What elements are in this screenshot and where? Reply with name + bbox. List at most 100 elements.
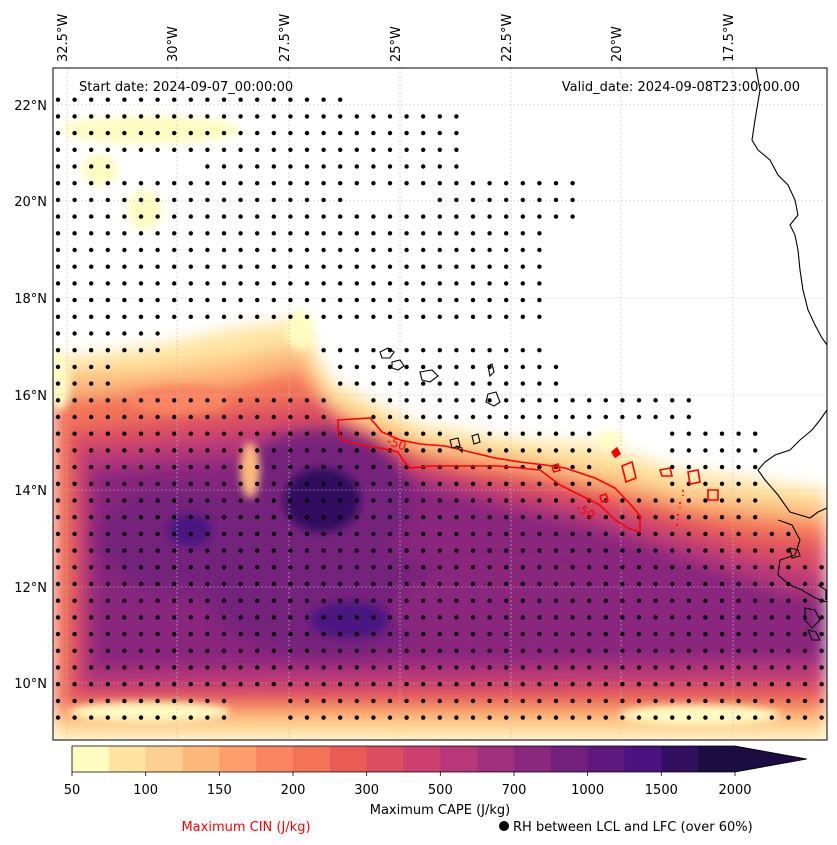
rh-dot: [603, 715, 608, 720]
rh-dot: [653, 631, 658, 637]
rh-dot: [238, 414, 243, 420]
rh-dot: [221, 698, 227, 704]
rh-dot: [620, 615, 625, 620]
rh-dot: [271, 464, 276, 470]
rh-dot: [454, 414, 459, 420]
colorbar-outline: [71, 745, 808, 773]
rh-dot: [221, 181, 227, 186]
rh-dot: [72, 682, 77, 687]
rh-dot: [504, 615, 509, 620]
rh-dot: [387, 648, 393, 653]
rh-dot: [670, 565, 675, 570]
rh-dot: [55, 598, 61, 603]
rh-dot: [122, 648, 127, 653]
rh-dot: [753, 481, 758, 486]
rh-dot: [238, 598, 243, 603]
rh-dot: [155, 264, 160, 269]
rh-dot: [387, 515, 393, 520]
rh-dot: [271, 314, 276, 319]
rh-dot: [553, 214, 559, 219]
rh-dot: [221, 682, 227, 687]
rh-dot: [520, 665, 525, 670]
rh-dot: [487, 431, 492, 436]
rh-dot: [421, 648, 426, 653]
rh-dot: [255, 598, 260, 603]
rh-dot: [354, 130, 359, 136]
map-frame: [52, 67, 828, 741]
rh-dot: [238, 97, 243, 102]
rh-dot: [122, 548, 127, 553]
rh-dot: [387, 414, 393, 420]
rh-dot: [155, 181, 160, 186]
rh-dot: [138, 147, 144, 152]
rh-dot: [404, 698, 409, 704]
rh-dot: [570, 515, 575, 520]
rh-dot: [670, 581, 675, 587]
rh-dot: [553, 515, 559, 520]
rh-dot: [138, 114, 144, 119]
rh-dot: [371, 181, 376, 186]
rh-dot: [387, 565, 393, 570]
rh-dot: [786, 665, 791, 670]
rh-dot: [105, 414, 111, 420]
rh-dot: [55, 682, 61, 687]
rh-dot: [255, 682, 260, 687]
rh-dot: [520, 214, 525, 219]
rh-dot: [537, 364, 542, 370]
rh-dot: [504, 531, 509, 537]
rh-dot: [72, 698, 77, 704]
rh-dot: [653, 414, 658, 420]
rh-dot: [55, 97, 61, 102]
rh-dot: [138, 698, 144, 704]
rh-dot: [404, 314, 409, 319]
rh-dot: [736, 531, 741, 537]
rh-dot: [437, 698, 442, 704]
rh-dot: [105, 698, 111, 704]
rh-dot: [520, 481, 525, 486]
rh-dot: [354, 264, 359, 269]
rh-dot: [470, 281, 476, 286]
rh-dot: [288, 197, 293, 203]
lon-label: 20°W: [610, 26, 625, 62]
rh-dot: [421, 581, 426, 587]
rh-dot: [421, 297, 426, 303]
rh-dot: [636, 715, 642, 720]
rh-dot: [55, 615, 61, 620]
rh-dot: [703, 548, 708, 553]
rh-dot: [105, 331, 111, 336]
valid-date-label: Valid_date: 2024-09-08T23:00:00.00: [562, 80, 800, 95]
rh-dot: [454, 648, 459, 653]
rh-dot: [636, 498, 642, 503]
rh-dot: [454, 515, 459, 520]
rh-dot: [587, 531, 592, 537]
rh-dot: [89, 648, 94, 653]
rh-dot: [736, 665, 741, 670]
rh-dot: [205, 414, 210, 420]
rh-dot: [802, 565, 808, 570]
rh-dot: [72, 481, 77, 486]
rh-dot: [72, 281, 77, 286]
rh-dot: [321, 314, 326, 319]
rh-dot: [155, 231, 160, 236]
rh-dot: [404, 281, 409, 286]
rh-dot: [470, 414, 476, 420]
rh-dot: [155, 598, 160, 603]
rh-dot: [122, 314, 127, 319]
colorbar-swatch: [624, 746, 662, 772]
rh-dot: [404, 448, 409, 453]
rh-dot: [371, 431, 376, 436]
rh-dot: [753, 448, 758, 453]
rh-dot: [138, 631, 144, 637]
rh-dot: [354, 348, 359, 353]
rh-dot: [587, 448, 592, 453]
rh-dot: [719, 665, 725, 670]
rh-dot: [321, 281, 326, 286]
rh-dot: [55, 314, 61, 319]
rh-dot: [504, 398, 509, 403]
rh-dot: [321, 448, 326, 453]
rh-dot: [719, 548, 725, 553]
rh-dot: [371, 164, 376, 169]
rh-dot: [753, 515, 758, 520]
rh-dot: [404, 481, 409, 486]
rh-dot: [520, 431, 525, 436]
